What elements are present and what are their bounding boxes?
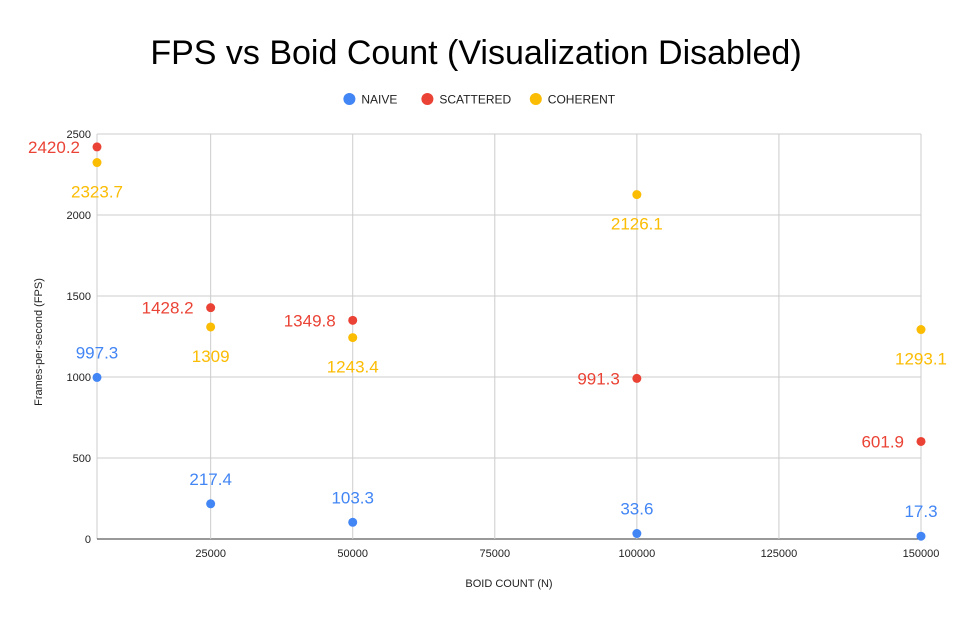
data-label-naive: 103.3 (331, 488, 374, 507)
data-label-coherent: 1243.4 (327, 358, 379, 377)
point-naive (92, 372, 102, 382)
point-scattered (916, 436, 926, 446)
data-label-naive: 33.6 (620, 500, 653, 519)
data-label-naive: 997.3 (76, 343, 119, 362)
point-coherent (348, 333, 358, 343)
y-tick-label: 2000 (67, 210, 91, 222)
data-label-coherent: 1309 (192, 347, 230, 366)
legend-marker-coherent (529, 93, 542, 105)
point-naive (206, 499, 216, 509)
point-scattered (348, 315, 358, 325)
data-label-coherent: 2126.1 (611, 215, 663, 234)
point-coherent (92, 158, 102, 168)
data-label-naive: 17.3 (904, 502, 937, 521)
point-coherent (632, 190, 642, 200)
y-axis-title: Frames-per-second (FPS) (33, 278, 45, 406)
x-tick-label: 125000 (761, 548, 798, 560)
chart-title: FPS vs Boid Count (Visualization Disable… (150, 34, 801, 72)
x-tick-label: 50000 (337, 548, 368, 560)
y-tick-label: 1500 (67, 291, 91, 303)
x-tick-label: 100000 (619, 548, 656, 560)
point-coherent (916, 325, 926, 335)
x-axis-title: BOID COUNT (N) (465, 578, 552, 590)
y-tick-label: 500 (73, 453, 91, 465)
x-tick-label: 150000 (903, 548, 940, 560)
gridlines (96, 133, 922, 540)
data-label-scattered: 1349.8 (284, 311, 336, 330)
data-label-coherent: 2323.7 (71, 183, 123, 202)
point-scattered (92, 142, 102, 152)
data-labels: 997.3 217.4 103.3 33.6 17.3 2420.2 1428.2 1349.… (28, 138, 947, 521)
legend-label-naive: NAIVE (361, 93, 397, 107)
y-tick-label: 0 (85, 534, 91, 546)
legend-marker-naive (343, 93, 356, 105)
x-tick-label: 75000 (479, 548, 510, 560)
legend: NAIVE SCATTERED COHERENT (343, 93, 616, 107)
data-label-scattered: 991.3 (577, 369, 620, 388)
point-coherent (206, 322, 216, 332)
y-tick-label: 2500 (67, 129, 91, 141)
point-naive (348, 517, 358, 527)
data-label-scattered: 601.9 (861, 432, 904, 451)
data-label-scattered: 2420.2 (28, 138, 80, 157)
legend-label-coherent: COHERENT (548, 93, 616, 107)
point-scattered (206, 303, 216, 313)
legend-label-scattered: SCATTERED (439, 93, 511, 107)
y-tick-label: 1000 (67, 372, 91, 384)
y-axis-ticks: 0 500 1000 1500 2000 2500 (67, 129, 91, 546)
data-points (92, 142, 926, 541)
data-label-coherent: 1293.1 (895, 350, 947, 369)
data-label-scattered: 1428.2 (142, 299, 194, 318)
point-naive (632, 529, 642, 539)
point-scattered (632, 373, 642, 383)
x-axis-ticks: 25000 50000 75000 100000 125000 150000 (195, 548, 939, 560)
x-tick-label: 25000 (195, 548, 226, 560)
data-label-naive: 217.4 (189, 470, 232, 489)
legend-marker-scattered (421, 93, 434, 105)
point-naive (916, 531, 926, 541)
